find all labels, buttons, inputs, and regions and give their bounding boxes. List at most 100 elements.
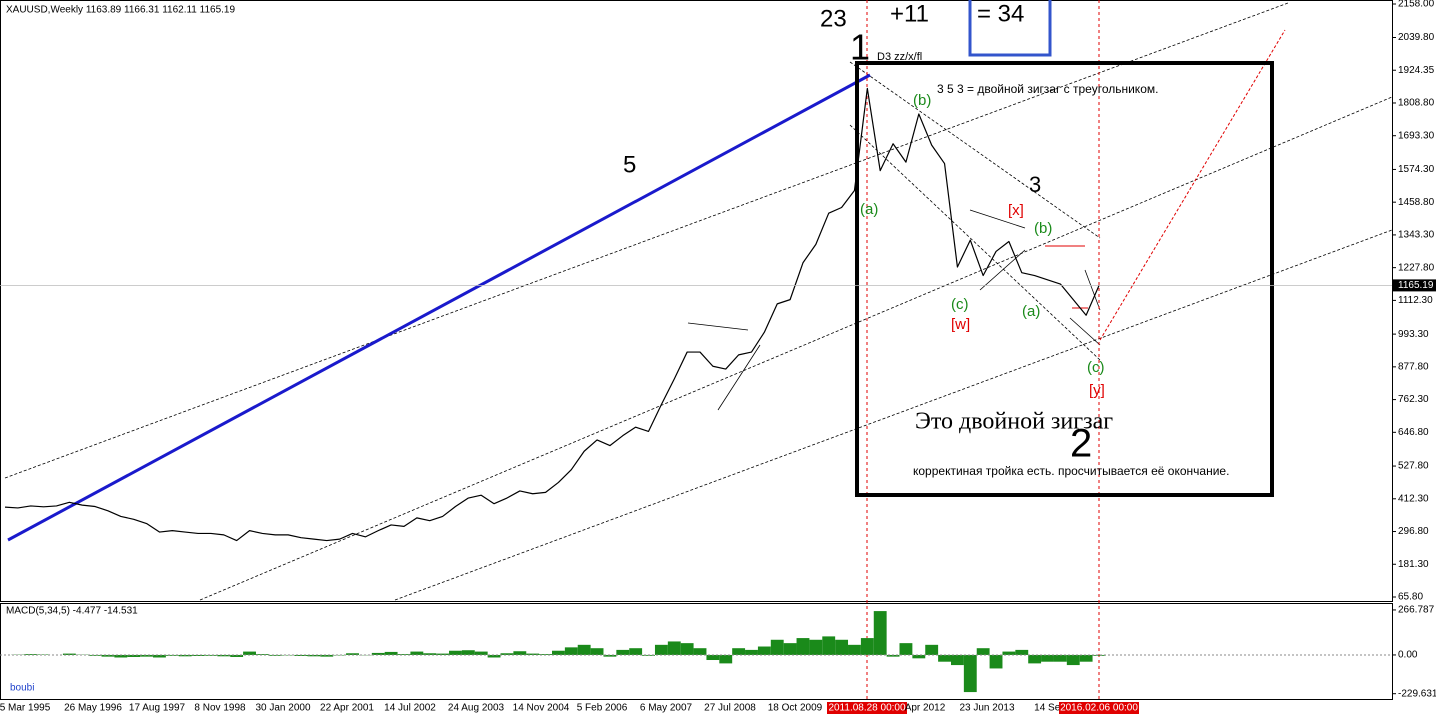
macd-bar <box>526 653 540 655</box>
y-tick-label: 1458.80 <box>1398 197 1435 208</box>
macd-bar <box>1002 651 1016 655</box>
x-tick-label: 5 Mar 1995 <box>0 703 51 714</box>
macd-bar <box>333 654 347 656</box>
macd-bar <box>822 636 836 655</box>
footer: boubi <box>10 683 34 694</box>
macd-bar <box>950 654 964 666</box>
x-tick-label: 18 Oct 2009 <box>768 703 823 714</box>
count-box <box>968 0 1052 57</box>
x-tick-label: 14 Sep <box>1034 703 1066 714</box>
macd-bar <box>848 644 861 655</box>
macd-bar <box>899 643 913 655</box>
annotation: (c) <box>951 296 969 313</box>
macd-bar <box>925 644 939 655</box>
macd-bar <box>474 651 488 655</box>
crosshair-lines <box>866 0 1100 700</box>
macd-bar <box>667 641 681 655</box>
macd-bar <box>268 654 282 656</box>
y-tick-label: 877.80 <box>1398 361 1429 372</box>
macd-bar <box>88 654 102 656</box>
annotation: 1 <box>850 27 870 68</box>
macd-bar <box>963 654 977 693</box>
annotation: (c) <box>1087 359 1105 376</box>
x-tick-label: 8 Nov 1998 <box>194 703 246 714</box>
macd-bar <box>178 654 192 657</box>
macd-bar <box>860 638 874 655</box>
projection-line <box>1099 29 1286 341</box>
x-tick-label: 6 May 2007 <box>640 703 693 714</box>
y-tick-label: 1924.35 <box>1398 65 1435 76</box>
annotation: корректиная тройка есть. просчитывается … <box>913 464 1229 478</box>
macd-bar <box>153 654 166 658</box>
wave-line <box>7 73 871 542</box>
y-tick-label: 0.00 <box>1398 650 1418 661</box>
annotation: 3 5 3 = двойной зигзаг с треугольником. <box>937 82 1158 96</box>
macd-bar <box>101 654 115 657</box>
macd-bar <box>487 654 501 658</box>
macd-bar <box>745 649 758 655</box>
annotation: 2 <box>1070 422 1092 466</box>
macd-bar <box>62 653 76 655</box>
macd-bar <box>1066 654 1080 666</box>
macd-bar <box>732 648 746 655</box>
channel-lines <box>4 2 1393 601</box>
macd-bar <box>37 654 51 655</box>
macd-bar <box>783 643 797 655</box>
x-tick-label: 2016.02.06 00:00 <box>1060 703 1138 714</box>
annotation: (a) <box>1022 303 1040 320</box>
x-tick-label: 14 Jul 2002 <box>384 703 436 714</box>
macd-bar <box>449 650 462 655</box>
x-tick-label: Apr 2012 <box>905 703 946 714</box>
annotation: (a) <box>860 201 878 218</box>
macd-bar <box>938 654 951 662</box>
price-panel <box>0 0 1393 602</box>
macd-bar <box>1028 654 1042 664</box>
y-tick-label: 1693.30 <box>1398 130 1435 141</box>
macd-bar <box>204 654 218 656</box>
y-tick-label: 646.80 <box>1398 427 1429 438</box>
x-tick-label: 22 Apr 2001 <box>320 703 374 714</box>
macd-bar <box>423 653 437 655</box>
macd-bar <box>436 653 450 655</box>
macd-bar <box>1015 649 1029 655</box>
macd-bar <box>680 643 694 655</box>
x-tick-label: 27 Jul 2008 <box>704 703 756 714</box>
y-tick-label: 1808.80 <box>1398 98 1435 109</box>
x-tick-label: 23 Jun 2013 <box>959 703 1014 714</box>
annotation: = 34 <box>977 0 1024 27</box>
y-tick-label: 296.80 <box>1398 526 1429 537</box>
macd-bar <box>230 654 244 657</box>
y-tick-label: 412.30 <box>1398 493 1429 504</box>
macd-bar <box>770 639 784 655</box>
macd-bar <box>796 638 810 655</box>
annotation: [x] <box>1008 202 1024 219</box>
x-tick-label: 14 Nov 2004 <box>513 703 570 714</box>
annotation: 3 <box>1029 172 1041 197</box>
x-tick-label: 5 Feb 2006 <box>577 703 628 714</box>
macd-bar <box>461 650 475 655</box>
macd-bar <box>590 648 604 655</box>
x-tick-label: 24 Aug 2003 <box>448 703 505 714</box>
macd-title: MACD(5,34,5) -4.477 -14.531 <box>6 606 138 617</box>
y-tick-label: 2039.80 <box>1398 32 1435 43</box>
x-label-highlight <box>1059 702 1139 714</box>
macd-bar <box>140 654 154 657</box>
macd-bar <box>654 644 668 655</box>
pattern-lines <box>687 209 1101 411</box>
macd-bar <box>577 644 591 655</box>
macd-bar <box>500 653 514 655</box>
macd-bar <box>346 653 359 655</box>
x-tick-label: 30 Jan 2000 <box>255 703 310 714</box>
macd-bar <box>24 654 38 655</box>
price-line <box>4 87 1100 542</box>
macd-bar <box>1041 654 1054 662</box>
wave-marks <box>1045 245 1088 309</box>
macd-bar <box>835 639 849 655</box>
macd-bar <box>320 654 334 657</box>
annotation: 23 <box>820 5 847 32</box>
macd-panel <box>0 603 1393 700</box>
annotation: +11 <box>890 0 929 27</box>
y-tick-label: 1343.30 <box>1398 230 1435 241</box>
macd-bar <box>307 654 321 657</box>
